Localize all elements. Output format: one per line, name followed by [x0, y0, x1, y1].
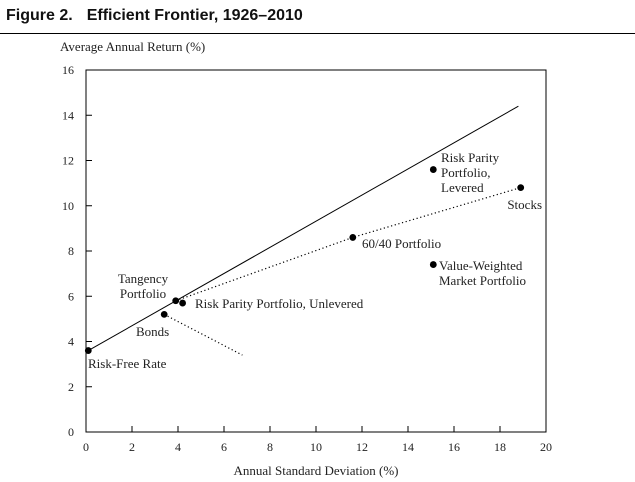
point-label-line: Risk Parity: [441, 150, 500, 165]
risk-parity-levered-label: Risk Parity Portfolio, Levered: [441, 150, 500, 195]
y-tick-label: 8: [68, 244, 74, 258]
x-tick-label: 10: [310, 440, 322, 454]
point-label-line: Bonds: [136, 324, 169, 339]
risk-free-rate-label: Risk-Free Rate: [88, 356, 167, 371]
risk-parity-unlevered-point: [179, 299, 187, 307]
x-tick-label: 4: [175, 440, 181, 454]
point-label-line: Stocks: [507, 197, 542, 212]
stocks-label: Stocks: [507, 197, 542, 212]
sixty-forty-portfolio-label: 60/40 Portfolio: [362, 236, 441, 251]
x-tick-label: 14: [402, 440, 414, 454]
levered-frontier-dotted-line: [175, 187, 521, 302]
point-label-line: Risk-Free Rate: [88, 356, 167, 371]
sixty-forty-portfolio-point: [349, 234, 357, 241]
figure-number: Figure 2.: [6, 7, 73, 24]
y-tick-label: 2: [68, 380, 74, 394]
bonds-dotted-line: [163, 313, 243, 356]
tangency-portfolio-point: [172, 297, 180, 305]
x-tick-label: 8: [267, 440, 273, 454]
tangency-portfolio-label: Tangency Portfolio: [118, 271, 169, 301]
y-axis-ticks: 0 2 4 6 8 10 12 14 16: [62, 63, 92, 439]
point-labels: Risk-Free Rate Tangency Portfolio Risk Pari…: [88, 150, 542, 371]
x-tick-label: 18: [494, 440, 506, 454]
point-label-line: 60/40 Portfolio: [362, 236, 441, 251]
y-tick-label: 0: [68, 425, 74, 439]
value-weighted-market-label: Value-Weighted Market Portfolio: [439, 258, 526, 288]
y-tick-label: 4: [68, 335, 74, 349]
bonds-point: [160, 310, 168, 318]
point-label-line: Tangency: [118, 271, 169, 286]
point-label-line: Value-Weighted: [439, 258, 523, 273]
x-tick-label: 12: [356, 440, 368, 454]
y-axis-label: Average Annual Return (%): [60, 39, 205, 54]
y-tick-label: 10: [62, 199, 74, 213]
chart-points: [84, 166, 525, 354]
risk-free-rate-point: [84, 347, 92, 354]
stocks-point: [517, 184, 525, 192]
point-label-line: Risk Parity Portfolio, Unlevered: [195, 296, 364, 311]
y-tick-label: 6: [68, 289, 74, 303]
x-axis-ticks: 0 2 4 6 8 10 12 14 16 18 20: [83, 426, 552, 454]
point-label-line: Market Portfolio: [439, 273, 526, 288]
bonds-label: Bonds: [136, 324, 169, 339]
x-tick-label: 6: [221, 440, 227, 454]
y-tick-label: 16: [62, 63, 74, 77]
x-tick-label: 0: [83, 440, 89, 454]
risk-parity-levered-point: [429, 166, 437, 173]
point-label-line: Levered: [441, 180, 484, 195]
point-label-line: Portfolio,: [441, 165, 490, 180]
point-label-line: Portfolio: [120, 286, 166, 301]
figure-title-text: Efficient Frontier, 1926–2010: [86, 7, 303, 24]
capital-market-line: [88, 105, 519, 352]
chart-lines: [88, 105, 521, 356]
value-weighted-market-point: [429, 261, 437, 268]
x-axis-label: Annual Standard Deviation (%): [234, 463, 399, 478]
x-tick-label: 20: [540, 440, 552, 454]
risk-parity-unlevered-label: Risk Parity Portfolio, Unlevered: [195, 296, 364, 311]
x-tick-label: 16: [448, 440, 460, 454]
x-tick-label: 2: [129, 440, 135, 454]
figure-header: Figure 2. Efficient Frontier, 1926–2010: [0, 0, 635, 34]
y-tick-label: 12: [62, 154, 74, 168]
y-tick-label: 14: [62, 108, 74, 122]
figure-title: Figure 2. Efficient Frontier, 1926–2010: [6, 7, 303, 25]
